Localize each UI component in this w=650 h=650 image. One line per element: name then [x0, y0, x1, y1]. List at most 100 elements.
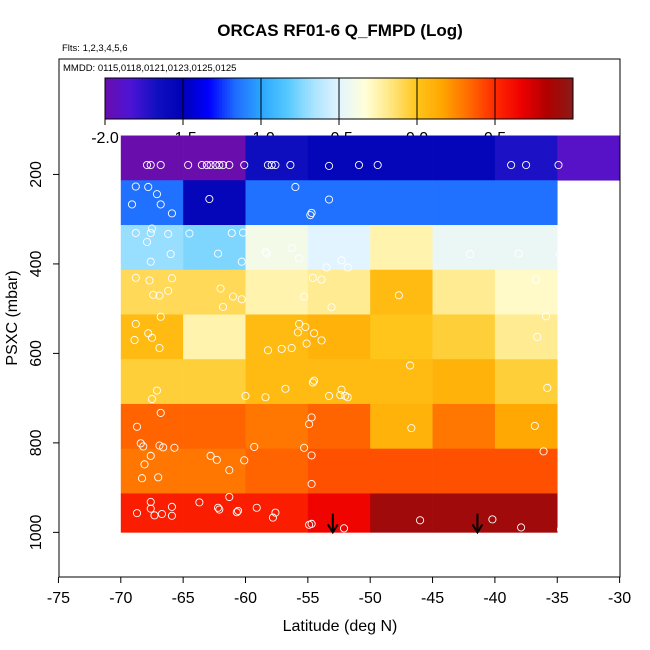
observation-point [295, 254, 304, 263]
observation-point [336, 390, 345, 400]
observation-point [287, 343, 296, 353]
colorbar-tick-label: -2.0 [91, 130, 119, 147]
colorbar-swatch [359, 78, 363, 119]
colorbar-swatch [112, 78, 116, 119]
colorbar-swatch [292, 78, 296, 119]
observation-point [514, 249, 523, 258]
observation-point [324, 195, 334, 204]
observation-point [343, 263, 352, 272]
colorbar-swatch [261, 78, 265, 119]
heatmap-cell [370, 135, 433, 181]
colorbar-swatch [456, 78, 460, 119]
observation-point [488, 515, 497, 524]
observation-point [555, 250, 564, 259]
observation-point [406, 361, 415, 370]
arrow-marker-head [471, 523, 484, 535]
colorbar-swatch [385, 78, 389, 119]
observation-point [147, 394, 157, 404]
observation-point [152, 386, 162, 395]
colorbar-swatch [268, 78, 272, 119]
heatmap-cell [494, 403, 558, 449]
observation-point [205, 194, 214, 204]
observation-point [241, 391, 250, 400]
colorbar-swatch [549, 78, 553, 119]
observation-point [214, 503, 223, 512]
colorbar-swatch [458, 78, 462, 119]
observation-point [261, 247, 270, 256]
colorbar-swatch [242, 78, 246, 119]
observation-point [237, 295, 246, 304]
x-tick-label: -30 [608, 590, 631, 607]
observation-point [407, 424, 416, 433]
observation-point [167, 274, 176, 283]
colorbar-swatch [196, 78, 200, 119]
observation-point [127, 200, 137, 209]
heatmap-cell [183, 135, 246, 181]
observation-point [305, 420, 314, 429]
heatmap-cell [245, 403, 309, 449]
arrow-markers [326, 513, 484, 535]
observation-point [327, 303, 336, 312]
observation-point [530, 421, 539, 430]
observation-point [130, 335, 139, 345]
colorbar-swatch [417, 78, 421, 119]
y-tick-label: 800 [28, 429, 45, 456]
observation-point [507, 160, 516, 170]
colorbar-swatch [287, 78, 291, 119]
heatmap-cell [432, 403, 496, 449]
heatmap-cell [494, 493, 558, 533]
observation-point [308, 378, 317, 387]
colorbar-swatch [539, 78, 543, 119]
colorbar-swatch [214, 78, 218, 119]
observation-point [157, 509, 167, 519]
colorbar-swatch [326, 78, 330, 119]
observation-point [307, 479, 316, 489]
colorbar-swatch [144, 78, 148, 119]
colorbar-swatch [302, 78, 306, 119]
observation-point [215, 505, 224, 514]
colorbar-swatch [536, 78, 540, 119]
colorbar-swatch [453, 78, 457, 119]
colorbar-swatch [406, 78, 410, 119]
colorbar-swatch [570, 78, 574, 119]
colorbar-swatch [279, 78, 283, 119]
plot-frame [58, 58, 621, 578]
colorbar-swatch [115, 78, 119, 119]
observation-point [132, 509, 142, 518]
observation-point [317, 275, 326, 284]
colorbar-swatch [105, 78, 109, 119]
colorbar-swatch [307, 78, 311, 119]
observation-point [300, 443, 309, 452]
colorbar-swatch [422, 78, 426, 119]
colorbar-swatch [193, 78, 197, 119]
heatmap-cell [120, 403, 184, 449]
observation-point [156, 408, 165, 417]
colorbar-swatch [430, 78, 434, 119]
colorbar-swatch [141, 78, 145, 119]
heatmap-cell [370, 403, 433, 449]
colorbar-swatch [474, 78, 478, 119]
observation-point [271, 508, 280, 517]
heatmap-cell [183, 493, 246, 533]
colorbar-swatch [393, 78, 397, 119]
colorbar-swatch [185, 78, 189, 119]
colorbar-swatch [383, 78, 387, 119]
observation-point [197, 160, 206, 170]
colorbar-swatch [284, 78, 288, 119]
observation-point [132, 422, 142, 431]
colorbar-swatch [315, 78, 319, 119]
heatmap-cell [370, 314, 433, 360]
heatmap-cell [245, 314, 309, 360]
colorbar-swatch [440, 78, 444, 119]
observation-point [317, 336, 326, 345]
observation-point [131, 228, 140, 238]
observation-point [166, 250, 175, 259]
colorbar-swatch [388, 78, 392, 119]
colorbar-swatch [352, 78, 356, 119]
colorbar-swatch [107, 78, 111, 119]
dates-note: MMDD: 0115,0118,0121,0123,0125,0125 [63, 63, 236, 74]
observation-point [322, 263, 331, 272]
observation-point [154, 473, 163, 482]
heatmap-cell [183, 359, 246, 405]
heatmap-cell [245, 448, 309, 494]
